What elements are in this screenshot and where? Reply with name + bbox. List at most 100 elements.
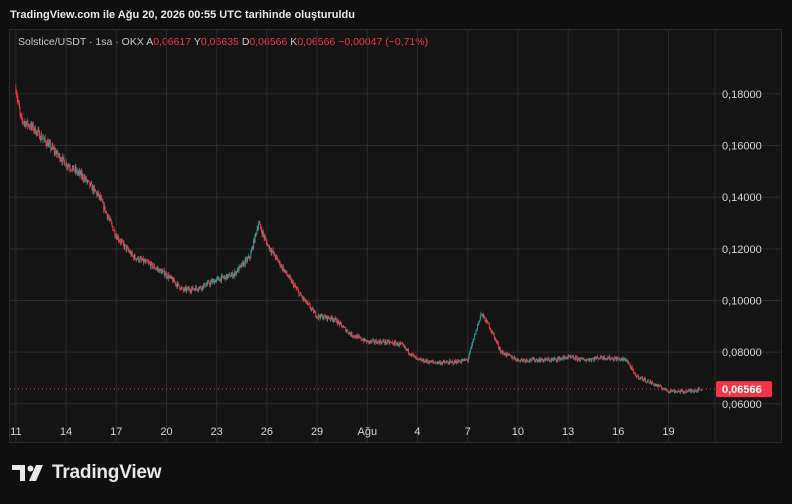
candle-body bbox=[603, 356, 605, 360]
candle-body bbox=[62, 156, 64, 158]
candle-body bbox=[153, 265, 155, 267]
candle-body bbox=[295, 285, 296, 288]
candle-body bbox=[562, 356, 564, 360]
candle-body bbox=[491, 331, 493, 334]
candle-body bbox=[423, 359, 425, 363]
candle-body bbox=[115, 236, 117, 238]
candle-body bbox=[117, 236, 119, 241]
candle-body bbox=[333, 319, 335, 321]
candle-body bbox=[656, 385, 658, 387]
candle-body bbox=[20, 113, 22, 117]
candle-body bbox=[274, 255, 276, 259]
candle-body bbox=[494, 336, 496, 340]
candle-body bbox=[684, 391, 685, 393]
price-axis[interactable]: 0,18000 0,16000 0,14000 0,12000 0,10000 0,080… bbox=[722, 89, 762, 411]
candle-body bbox=[562, 358, 563, 360]
candle-body bbox=[469, 351, 471, 356]
candle-body bbox=[422, 359, 424, 361]
candle-body bbox=[624, 358, 626, 360]
candle-body bbox=[237, 268, 239, 272]
candle-body bbox=[648, 380, 650, 384]
candle-body bbox=[390, 342, 392, 343]
candle-body bbox=[44, 137, 46, 141]
candle-body bbox=[462, 359, 464, 362]
candle-body bbox=[190, 291, 192, 293]
candle-body bbox=[198, 289, 199, 291]
candle-body bbox=[338, 320, 340, 323]
candle-body bbox=[471, 344, 473, 347]
candle-body bbox=[364, 338, 366, 341]
candle-body bbox=[84, 177, 86, 180]
candle-body bbox=[67, 165, 69, 167]
candle-body bbox=[156, 268, 158, 270]
candle-body bbox=[424, 362, 425, 364]
candle-body bbox=[118, 240, 120, 242]
candle-body bbox=[363, 339, 365, 342]
candle-body bbox=[527, 361, 529, 363]
time-tick-label: 11 bbox=[10, 426, 21, 438]
candle-body bbox=[350, 332, 352, 336]
candle-body bbox=[636, 376, 638, 378]
candle-body bbox=[516, 360, 517, 361]
symbol-label[interactable]: Solstice/USDT · 1sa · OKX bbox=[18, 36, 144, 48]
candle-body bbox=[143, 258, 144, 263]
candle-body bbox=[392, 342, 394, 345]
candle-body bbox=[693, 390, 695, 392]
candle-body bbox=[29, 126, 31, 128]
candle-body bbox=[355, 335, 357, 338]
candle-body bbox=[108, 216, 110, 219]
candle-body bbox=[619, 359, 621, 361]
candle-body bbox=[344, 327, 346, 328]
candle-body bbox=[41, 138, 43, 140]
time-tick-label: 14 bbox=[60, 426, 72, 438]
candle-body bbox=[318, 314, 320, 317]
candle-body bbox=[609, 356, 611, 360]
candle-body bbox=[701, 389, 703, 391]
candle-body bbox=[509, 354, 510, 355]
candle-body bbox=[96, 193, 98, 196]
candle-body bbox=[172, 279, 174, 283]
candle-body bbox=[199, 286, 201, 288]
candle-body bbox=[659, 385, 661, 387]
candle-body bbox=[27, 124, 29, 126]
tradingview-logo[interactable]: TradingView bbox=[12, 462, 162, 484]
candle-body bbox=[30, 123, 32, 129]
candle-body bbox=[373, 339, 375, 341]
candle-body bbox=[578, 358, 580, 361]
candle-body bbox=[54, 150, 56, 153]
time-axis[interactable]: 11 14 17 20 23 26 29 Ağu 4 7 10 13 16 19 bbox=[10, 426, 674, 438]
candle-body bbox=[299, 293, 301, 296]
chart-panel[interactable] bbox=[9, 29, 782, 443]
candle-body bbox=[64, 160, 66, 166]
candle-body bbox=[675, 391, 677, 393]
candle-body bbox=[547, 358, 549, 361]
candle-body bbox=[85, 177, 87, 182]
candle-body bbox=[502, 351, 504, 354]
candle-body bbox=[166, 273, 167, 277]
candle-body bbox=[483, 315, 485, 317]
candle-body bbox=[430, 360, 432, 363]
candle-body bbox=[569, 355, 570, 357]
candle-body bbox=[472, 339, 474, 343]
candle-body bbox=[432, 361, 434, 363]
candle-body bbox=[673, 390, 675, 393]
candle-body bbox=[96, 192, 98, 196]
candle-body bbox=[196, 288, 198, 290]
last-price-tag: 0,06566 bbox=[716, 381, 772, 398]
candle-body bbox=[70, 169, 72, 171]
candle-body bbox=[147, 262, 149, 264]
candle-body bbox=[679, 390, 681, 393]
candle-body bbox=[374, 342, 376, 344]
candle-body bbox=[83, 178, 84, 181]
candle-body bbox=[37, 130, 39, 133]
candle-body bbox=[646, 381, 648, 383]
candle-body bbox=[327, 316, 328, 320]
candle-body bbox=[312, 307, 314, 309]
candle-body bbox=[192, 286, 194, 290]
candle-body bbox=[384, 340, 386, 344]
candle-body bbox=[175, 282, 176, 285]
candle-body bbox=[40, 134, 42, 140]
candle-body bbox=[624, 359, 626, 361]
candle-body bbox=[521, 359, 523, 361]
